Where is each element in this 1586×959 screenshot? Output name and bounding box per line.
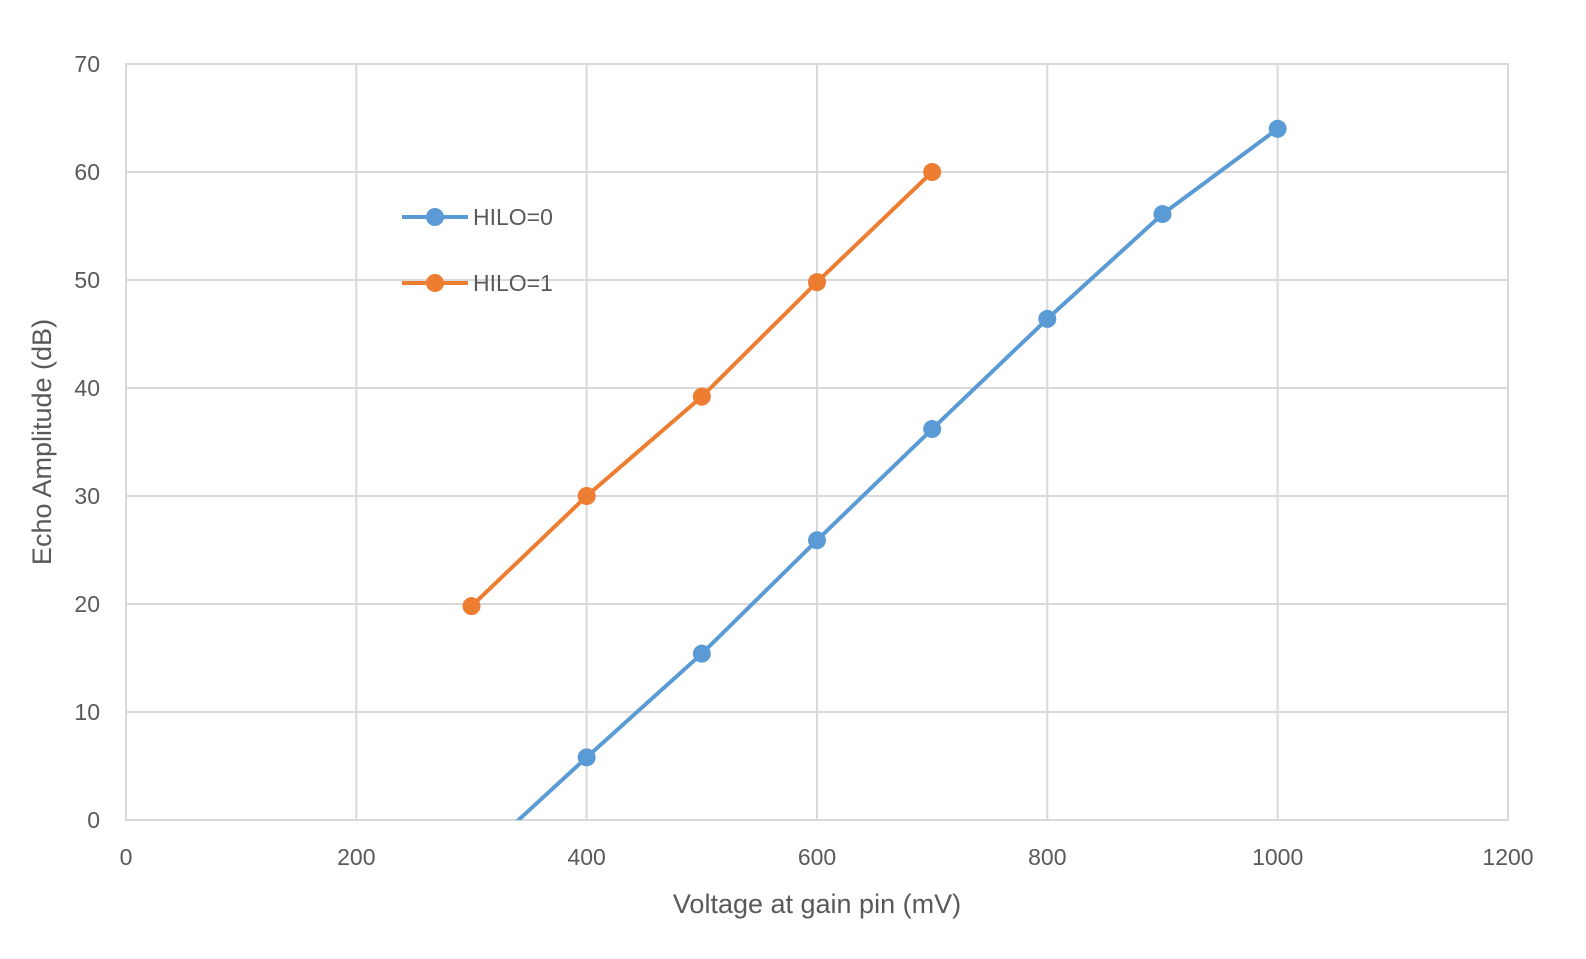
- y-tick-label: 60: [74, 159, 100, 185]
- y-tick-label: 30: [74, 483, 100, 509]
- data-point: [1268, 119, 1287, 138]
- data-point: [692, 387, 711, 406]
- plot-area: [125, 63, 1509, 821]
- y-tick-label: 50: [74, 267, 100, 293]
- x-tick-label: 600: [798, 844, 836, 870]
- x-tick-label: 800: [1028, 844, 1066, 870]
- y-axis-ticks: 0 10 20 30 40 50 60 70: [74, 51, 100, 833]
- data-point: [923, 420, 942, 439]
- y-tick-label: 10: [74, 699, 100, 725]
- data-point: [577, 748, 596, 767]
- series-hilo-0: [515, 119, 1287, 820]
- x-axis-title: Voltage at gain pin (mV): [673, 889, 961, 919]
- legend-item: HILO=0: [402, 204, 553, 230]
- data-point: [462, 597, 481, 616]
- y-tick-label: 20: [74, 591, 100, 617]
- x-tick-label: 0: [120, 844, 133, 870]
- y-tick-label: 40: [74, 375, 100, 401]
- legend-label: HILO=0: [473, 204, 553, 230]
- data-point: [577, 487, 596, 505]
- series-hilo-1: [462, 163, 942, 616]
- x-axis-ticks: 0 200 400 600 800 1000 1200: [120, 844, 1534, 870]
- data-point: [692, 644, 711, 663]
- series-layer: [462, 119, 1287, 820]
- y-axis-title: Echo Amplitude (dB): [27, 319, 57, 565]
- data-point: [1153, 205, 1172, 224]
- legend-marker: [426, 208, 444, 226]
- legend: HILO=0 HILO=1: [402, 204, 553, 296]
- series-line: [515, 127, 1279, 820]
- gridlines: [126, 64, 1508, 820]
- x-tick-label: 200: [337, 844, 375, 870]
- y-tick-label: 70: [74, 51, 100, 77]
- data-point: [808, 273, 826, 292]
- x-tick-label: 400: [567, 844, 605, 870]
- data-point: [923, 163, 942, 181]
- data-point: [1038, 309, 1057, 328]
- x-tick-label: 1200: [1482, 844, 1533, 870]
- legend-label: HILO=1: [473, 270, 553, 296]
- legend-marker: [426, 274, 444, 292]
- data-point: [808, 531, 826, 550]
- legend-item: HILO=1: [402, 270, 553, 296]
- x-tick-label: 1000: [1252, 844, 1303, 870]
- y-tick-label: 0: [87, 807, 100, 833]
